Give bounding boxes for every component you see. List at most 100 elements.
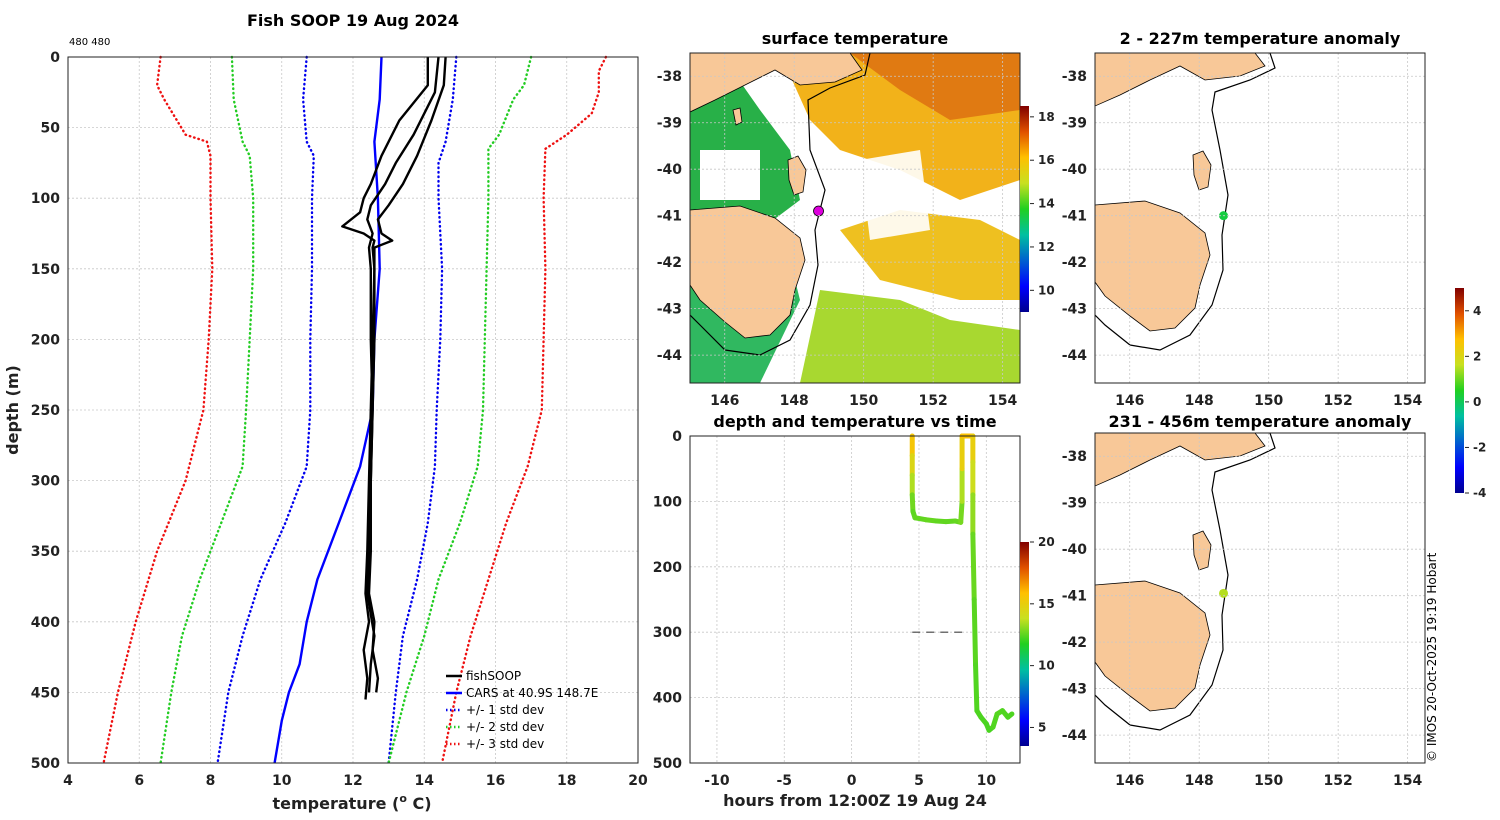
profile-xtick-label: 8 — [206, 773, 216, 789]
sst-track-marker — [813, 205, 824, 217]
anom_bottom-xtick-label: 148 — [1185, 773, 1214, 789]
profile-series--3-std-dev — [440, 55, 608, 765]
profile-series--2-std-dev — [387, 55, 533, 765]
depth-time-ytick-label: 0 — [672, 429, 682, 445]
profile-xtick-label: 10 — [272, 773, 292, 789]
sst_map-ytick-label: -39 — [657, 116, 682, 132]
depth-time-ytick-label: 400 — [653, 691, 682, 707]
sst_map-xtick-label: 152 — [919, 393, 948, 409]
depth-time-colorbar-ticks: 5 10 15 20 — [1030, 535, 1055, 734]
profile-ytick-label: 300 — [31, 474, 60, 490]
profile-frame — [67, 56, 639, 764]
sst-grid — [690, 53, 1020, 383]
colorbar-tick-label: 14 — [1038, 197, 1055, 211]
colorbar-tick-label: 4 — [1473, 304, 1481, 318]
profile-xtick-label: 18 — [557, 773, 576, 789]
depth-time-grid — [690, 436, 1020, 763]
anomaly-bottom-contour — [1095, 433, 1276, 731]
anom_top-xtick-label: 150 — [1254, 393, 1283, 409]
colorbar-tick-label: 5 — [1038, 720, 1046, 734]
depth-time-track-segment — [958, 498, 965, 525]
anomaly-top-grid — [1095, 53, 1425, 383]
anom_top-ytick-label: -38 — [1062, 69, 1087, 85]
colorbar-tick-label: 2 — [1473, 349, 1481, 363]
depth-time-ytick-label: 500 — [653, 756, 682, 772]
profile-xtick-label: 16 — [486, 773, 505, 789]
sst_map-ytick-label: -38 — [657, 69, 682, 85]
anom_top-ytick-label: -43 — [1062, 302, 1087, 318]
profile-ytick-label: 0 — [50, 50, 60, 66]
anom_bottom-ytick-label: -40 — [1062, 542, 1088, 558]
anomaly-bottom-frame — [1094, 432, 1426, 764]
depth-time-xtick-label: 0 — [847, 773, 857, 789]
anomaly-top-ticks: 146 148 150 152 154 -38 -39 -40 -41 -42 -43 -44 — [1062, 69, 1423, 409]
profile-xtick-label: 6 — [134, 773, 144, 789]
profile-ytick-label: 150 — [31, 262, 60, 278]
depth-time-track-segment — [909, 492, 916, 514]
profile-xlabel: temperature (o C) — [272, 792, 431, 813]
anom_bottom-xtick-label: 146 — [1115, 773, 1144, 789]
mainland-victoria — [690, 53, 863, 113]
anomaly-bottom-grid — [1095, 433, 1425, 763]
mainland-victoria-a1 — [1095, 53, 1266, 107]
profile-series — [102, 55, 608, 765]
anom_bottom-xtick-label: 150 — [1254, 773, 1283, 789]
anom_top-xtick-label: 154 — [1393, 393, 1422, 409]
anom_bottom-ytick-label: -41 — [1062, 589, 1087, 605]
depth-time-track-segment — [971, 597, 979, 668]
depth-time-xtick-label: 5 — [914, 773, 924, 789]
sst-patch-mild-south — [800, 290, 1020, 383]
sst-map-title: surface temperature — [762, 29, 949, 48]
profile-ytick-label: 350 — [31, 544, 60, 560]
anomaly-top-land — [1095, 53, 1266, 332]
sst_map-ytick-label: -41 — [657, 209, 682, 225]
depth-time-ytick-label: 200 — [653, 560, 682, 576]
king-island — [732, 107, 743, 126]
legend-label-3std: +/- 3 std dev — [466, 737, 544, 751]
anomaly-top-title: 2 - 227m temperature anomaly — [1120, 29, 1401, 48]
profile-series--2-std-dev — [159, 55, 255, 765]
profile-ytick-label: 50 — [41, 121, 61, 137]
depth-time-track-segment — [973, 662, 980, 714]
profile-xtick-label: 4 — [63, 773, 73, 789]
profile-xtick-label: 20 — [628, 773, 648, 789]
profile-series--1-std-dev — [216, 55, 315, 765]
anomaly-colorbar — [1455, 288, 1464, 493]
depth-time-xlabel: hours from 12:00Z 19 Aug 24 — [723, 791, 987, 810]
colorbar-tick-label: 20 — [1038, 535, 1055, 549]
profile-series-fishsoop — [367, 56, 447, 693]
anom_bottom-ytick-label: -38 — [1062, 449, 1087, 465]
sst_map-xtick-label: 154 — [988, 393, 1017, 409]
sst-land — [690, 53, 863, 339]
figure-title: Fish SOOP 19 Aug 2024 — [247, 11, 459, 30]
corner-label: 480 480 — [69, 37, 110, 48]
profile-xtick-label: 14 — [415, 773, 435, 789]
colorbar-tick-label: 18 — [1038, 110, 1055, 124]
flinders-island-a2 — [1192, 530, 1212, 571]
profile-ytick-label: 250 — [31, 403, 60, 419]
sst-patch-hot-northeast — [850, 53, 1020, 120]
anom_bottom-ytick-label: -42 — [1062, 635, 1087, 651]
colorbar-tick-label: -2 — [1473, 440, 1486, 454]
profile-series--3-std-dev — [102, 55, 214, 765]
sst_map-ytick-label: -40 — [657, 162, 683, 178]
anomaly-bottom-point — [1219, 588, 1229, 598]
depth-time-track-segment — [1005, 711, 1015, 720]
depth-time-xtick-label: 10 — [977, 773, 997, 789]
depth-time-title: depth and temperature vs time — [713, 412, 996, 431]
colorbar-tick-label: 10 — [1038, 659, 1055, 673]
depth-time-colorbar — [1020, 542, 1029, 746]
legend-label-1std: +/- 1 std dev — [466, 703, 544, 717]
sst-cloud-gap — [700, 150, 760, 200]
tasmania-a2 — [1095, 580, 1211, 712]
sst_map-xtick-label: 148 — [780, 393, 809, 409]
profile-ticks: 4 6 8 10 12 14 16 18 200501001502002503003504004… — [31, 50, 648, 789]
profile-series-fishsoop — [341, 57, 429, 700]
anom_top-ytick-label: -39 — [1062, 116, 1087, 132]
anom_bottom-ytick-label: -43 — [1062, 682, 1087, 698]
profile-ytick-label: 450 — [31, 685, 60, 701]
sst_map-xtick-label: 150 — [849, 393, 878, 409]
anomaly-top-frame — [1094, 52, 1426, 384]
anomaly-bottom-title: 231 - 456m temperature anomaly — [1109, 412, 1412, 431]
